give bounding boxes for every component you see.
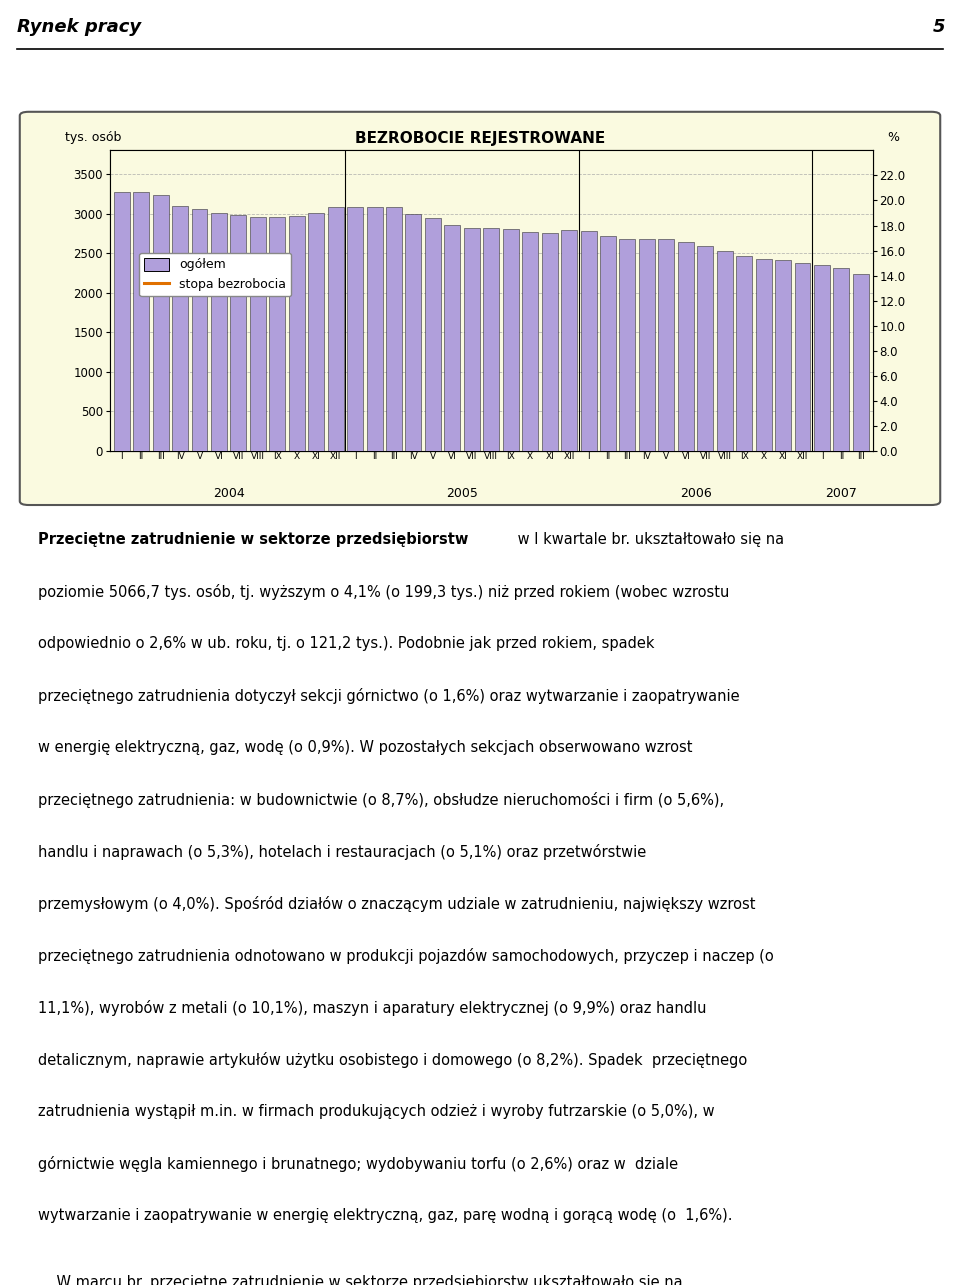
Bar [775,260,791,451]
Bar [852,274,869,451]
Text: 5: 5 [933,18,946,36]
Bar [736,257,752,451]
Bar [425,218,441,451]
Text: 2007: 2007 [826,487,857,500]
Bar [289,216,304,451]
Text: W marcu br. przeciętne zatrudnienie w sektorze przedsiębiorstw ukształtowało się: W marcu br. przeciętne zatrudnienie w se… [38,1276,683,1285]
Bar [405,215,421,451]
Text: wytwarzanie i zaopatrywanie w energię elektryczną, gaz, parę wodną i gorącą wodę: wytwarzanie i zaopatrywanie w energię el… [38,1208,732,1223]
Bar [697,247,713,451]
Bar [581,231,596,451]
Bar [230,215,247,451]
Text: Rynek pracy: Rynek pracy [17,18,141,36]
Bar [153,195,169,451]
Bar [717,251,732,451]
Text: 11,1%), wyrobów z metali (o 10,1%), maszyn i aparatury elektrycznej (o 9,9%) ora: 11,1%), wyrobów z metali (o 10,1%), masz… [38,1000,707,1016]
Bar [522,231,539,451]
Text: 2004: 2004 [213,487,245,500]
Text: przeciętnego zatrudnienia odnotowano w produkcji pojazdów samochodowych, przycze: przeciętnego zatrudnienia odnotowano w p… [38,948,774,964]
Bar [600,236,616,451]
Legend: ogółem, stopa bezrobocia: ogółem, stopa bezrobocia [139,253,291,297]
Text: przeciętnego zatrudnienia dotyczył sekcji górnictwo (o 1,6%) oraz wytwarzanie i : przeciętnego zatrudnienia dotyczył sekcj… [38,687,740,704]
Text: górnictwie węgla kamiennego i brunatnego; wydobywaniu torfu (o 2,6%) oraz w  dzi: górnictwie węgla kamiennego i brunatnego… [38,1155,679,1172]
Bar [444,225,461,451]
Bar [483,227,499,451]
Bar [250,217,266,451]
Text: detalicznym, naprawie artykułów użytku osobistego i domowego (o 8,2%). Spadek  p: detalicznym, naprawie artykułów użytku o… [38,1052,748,1068]
Text: w I kwartale br. ukształtowało się na: w I kwartale br. ukształtowało się na [514,532,784,547]
Bar [464,227,480,451]
Text: przeciętnego zatrudnienia: w budownictwie (o 8,7%), obsłudze nieruchomości i fir: przeciętnego zatrudnienia: w budownictwi… [38,792,725,808]
Bar [386,207,402,451]
Bar [678,242,694,451]
Text: w energię elektryczną, gaz, wodę (o 0,9%). W pozostałych sekcjach obserwowano wz: w energię elektryczną, gaz, wodę (o 0,9%… [38,740,693,754]
Bar [172,206,188,451]
Text: %: % [888,131,900,144]
Bar [367,207,382,451]
Text: tys. osób: tys. osób [65,131,121,144]
Bar [561,230,577,451]
Bar [133,193,149,451]
Bar [541,233,558,451]
Bar [211,213,227,451]
Text: przemysłowym (o 4,0%). Spośród działów o znaczącym udziale w zatrudnieniu, najwi: przemysłowym (o 4,0%). Spośród działów o… [38,896,756,912]
Text: 2005: 2005 [446,487,478,500]
Bar [795,263,810,451]
Text: BEZROBOCIE REJESTROWANE: BEZROBOCIE REJESTROWANE [355,131,605,146]
Bar [619,239,636,451]
Bar [503,230,518,451]
Bar [113,193,130,451]
Bar [270,217,285,451]
Bar [327,207,344,451]
Text: zatrudnienia wystąpił m.in. w firmach produkujących odzież i wyroby futrzarskie : zatrudnienia wystąpił m.in. w firmach pr… [38,1104,715,1119]
Bar [192,209,207,451]
Text: odpowiednio o 2,6% w ub. roku, tj. o 121,2 tys.). Podobnie jak przed rokiem, spa: odpowiednio o 2,6% w ub. roku, tj. o 121… [38,636,655,651]
Bar [756,258,772,451]
Text: Przeciętne zatrudnienie w sektorze przedsiębiorstw: Przeciętne zatrudnienie w sektorze przed… [38,532,468,547]
Text: poziomie 5066,7 tys. osób, tj. wyższym o 4,1% (o 199,3 tys.) niż przed rokiem (w: poziomie 5066,7 tys. osób, tj. wyższym o… [38,583,730,600]
Text: 2006: 2006 [680,487,711,500]
Bar [348,207,363,451]
FancyBboxPatch shape [20,112,940,505]
Bar [659,239,674,451]
Bar [639,239,655,451]
Text: handlu i naprawach (o 5,3%), hotelach i restauracjach (o 5,1%) oraz przetwórstwi: handlu i naprawach (o 5,3%), hotelach i … [38,844,647,860]
Bar [814,265,830,451]
Bar [308,213,324,451]
Bar [833,269,850,451]
